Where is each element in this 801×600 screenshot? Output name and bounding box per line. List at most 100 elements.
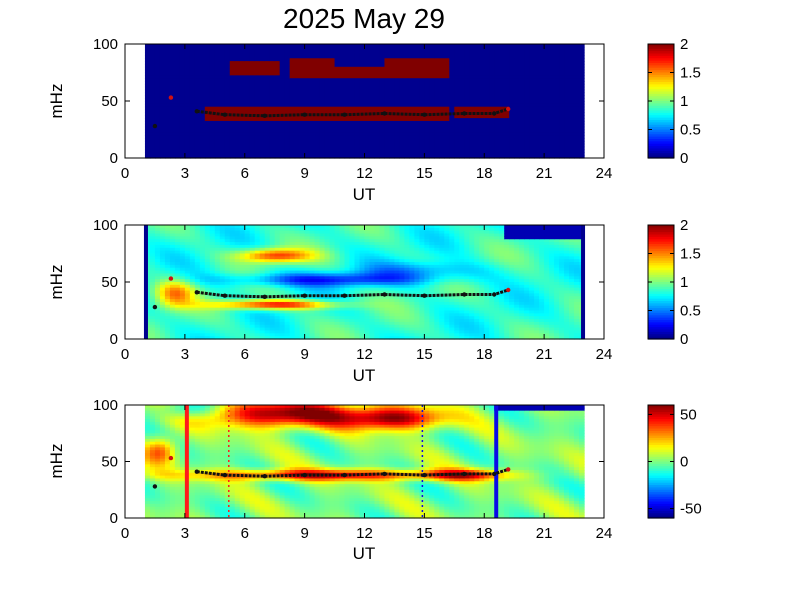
heatmap-cell	[544, 143, 550, 148]
heatmap-cell	[309, 233, 316, 237]
heatmap-cell	[429, 72, 435, 76]
heatmap-cell	[174, 72, 181, 76]
heatmap-cell	[189, 253, 196, 257]
heatmap-cell	[534, 72, 540, 76]
heatmap-cell	[339, 92, 346, 96]
heatmap-cell	[289, 78, 296, 82]
heatmap-cell	[224, 46, 231, 51]
heatmap-cell	[474, 66, 480, 71]
heatmap-cell	[284, 262, 291, 266]
heatmap-cell	[259, 118, 266, 122]
heatmap-cell	[204, 284, 211, 289]
heatmap-cell	[274, 69, 281, 74]
heatmap-cell	[559, 118, 565, 122]
heatmap-cell	[369, 155, 376, 159]
heatmap-cell	[444, 66, 450, 71]
heatmap-cell	[234, 264, 241, 269]
heatmap-cell	[419, 135, 425, 139]
heatmap-cell	[444, 123, 450, 128]
heatmap-cell	[289, 299, 296, 303]
heatmap-cell	[254, 282, 261, 286]
heatmap-cell	[214, 296, 221, 300]
heatmap-cell	[374, 63, 381, 68]
heatmap-cell	[394, 66, 401, 71]
heatmap-cell	[394, 129, 401, 133]
heatmap-cell	[249, 120, 256, 125]
heatmap-cell	[224, 83, 231, 88]
heatmap-cell	[374, 106, 381, 111]
heatmap-cell	[479, 120, 485, 125]
heatmap-cell	[334, 155, 341, 159]
heatmap-cell	[194, 276, 201, 280]
heatmap-cell	[539, 83, 545, 88]
heatmap-cell	[574, 46, 580, 51]
heatmap-cell	[239, 155, 246, 159]
heatmap-cell	[359, 132, 366, 136]
heatmap-cell	[284, 287, 291, 292]
heatmap-cell	[209, 155, 216, 159]
heatmap-cell	[329, 103, 336, 108]
heatmap-cell	[389, 89, 396, 94]
heatmap-cell	[249, 299, 256, 303]
heatmap-cell	[514, 81, 520, 85]
heatmap-cell	[214, 256, 221, 260]
heatmap-cell	[569, 149, 575, 153]
heatmap-cell	[344, 146, 351, 151]
heatmap-cell	[389, 66, 396, 71]
heatmap-cell	[289, 69, 296, 74]
heatmap-cell	[564, 81, 570, 85]
heatmap-cell	[579, 155, 585, 159]
heatmap-cell	[359, 92, 366, 96]
heatmap-cell	[234, 307, 241, 312]
heatmap-cell	[404, 61, 411, 65]
colorbar-swatch	[648, 86, 674, 90]
heatmap-cell	[249, 236, 256, 240]
heatmap-cell	[149, 233, 156, 237]
heatmap-cell	[214, 55, 221, 59]
heatmap-cell	[469, 106, 475, 111]
heatmap-cell	[369, 66, 376, 71]
heatmap-cell	[489, 89, 495, 94]
heatmap-cell	[284, 321, 291, 326]
heatmap-cell	[574, 55, 580, 59]
heatmap-cell	[184, 75, 191, 79]
heatmap-cell	[304, 250, 311, 255]
heatmap-cell	[384, 101, 391, 105]
heatmap-cell	[334, 95, 341, 99]
heatmap-cell	[474, 149, 480, 153]
heatmap-cell	[289, 244, 296, 249]
heatmap-cell	[189, 333, 196, 337]
heatmap-cell	[529, 78, 535, 82]
heatmap-cell	[459, 58, 465, 62]
heatmap-cell	[459, 143, 465, 148]
heatmap-cell	[254, 83, 261, 88]
heatmap-cell	[279, 126, 286, 131]
heatmap-cell	[159, 72, 166, 76]
heatmap-cell	[219, 140, 226, 145]
heatmap-cell	[324, 155, 331, 159]
heatmap-cell	[179, 143, 186, 148]
heatmap-cell	[224, 101, 231, 105]
heatmap-cell	[219, 46, 226, 51]
heatmap-cell	[204, 103, 211, 108]
heatmap-cell	[174, 336, 181, 340]
heatmap-cell	[249, 61, 256, 65]
heatmap-cell	[559, 66, 565, 71]
heatmap-cell	[564, 140, 570, 145]
heatmap-cell	[519, 152, 525, 156]
heatmap-cell	[499, 46, 505, 51]
heatmap-cell	[314, 103, 321, 108]
heatmap-cell	[534, 78, 540, 82]
x-tick-label: 9	[300, 165, 308, 182]
heatmap-cell	[324, 58, 331, 62]
heatmap-cell	[389, 52, 396, 56]
heatmap-cell	[349, 120, 356, 125]
heatmap-cell	[224, 44, 231, 48]
heatmap-cell	[149, 230, 156, 235]
heatmap-cell	[434, 72, 440, 76]
heatmap-cell	[359, 49, 366, 54]
heatmap-cell	[319, 101, 326, 105]
heatmap-cell	[209, 330, 216, 334]
heatmap-cell	[314, 152, 321, 156]
heatmap-cell	[539, 143, 545, 148]
